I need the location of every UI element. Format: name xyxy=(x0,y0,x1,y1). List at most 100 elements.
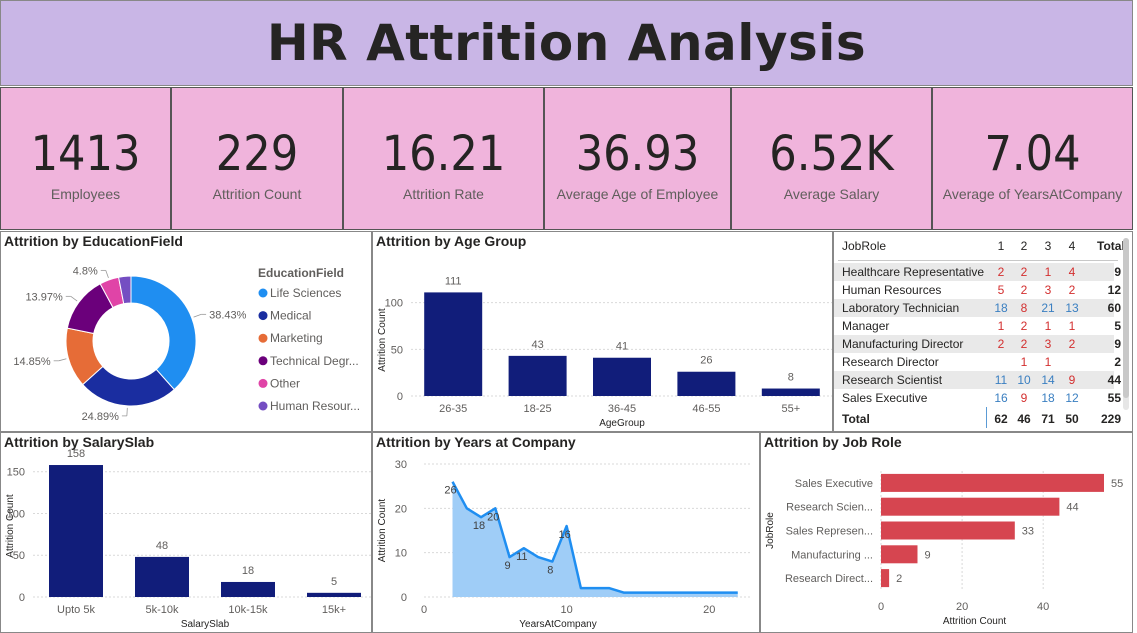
matrix-header-row[interactable]: JobRole 1 2 3 4 Total xyxy=(834,237,1125,255)
matrix-cell: 2 xyxy=(997,265,1005,279)
bar-value-label: 48 xyxy=(156,540,168,552)
jobrole-matrix-table[interactable]: JobRole 1 2 3 4 Total Healthcare Representativ… xyxy=(834,232,1132,431)
bar xyxy=(881,473,1104,492)
kpi-card-attrition-count: 229 Attrition Count xyxy=(171,87,343,230)
matrix-row-label: Research Director xyxy=(842,355,939,369)
matrix-row[interactable]: Research Director 1 1 2 xyxy=(834,353,1121,371)
bar-value-label: 44 xyxy=(1066,502,1078,514)
leader-line xyxy=(193,313,202,318)
salary-slab-chart-panel[interactable]: Attrition by SalarySlab 0 50 100 150 158 Upto… xyxy=(0,432,372,633)
matrix-scrollbar-thumb[interactable] xyxy=(1123,238,1129,398)
kpi-value: 6.52K xyxy=(769,126,894,182)
kpi-card-employees: 1413 Employees xyxy=(0,87,171,230)
y-tick-label: 30 xyxy=(395,459,407,471)
salary-slab-bar-chart[interactable]: 0 50 100 150 158 Upto 5k 48 5k-10k 18 10k-15k 5 15k… xyxy=(1,433,372,633)
bar-value-label: 43 xyxy=(531,339,543,351)
chart-title: Attrition by Years at Company xyxy=(376,434,576,450)
jobrole-matrix-panel[interactable]: JobRole 1 2 3 4 Total Healthcare Representativ… xyxy=(833,231,1133,432)
kpi-value: 36.93 xyxy=(575,126,700,182)
matrix-cell: 2 xyxy=(1020,319,1028,333)
bar-value-label: 18 xyxy=(242,565,254,577)
matrix-row[interactable]: Sales Executive 16 9 18 12 55 xyxy=(834,389,1121,407)
matrix-row[interactable]: Manager 1 2 1 1 5 xyxy=(834,317,1121,335)
matrix-cell: 18 xyxy=(994,301,1008,315)
matrix-cell: 3 xyxy=(1044,239,1052,253)
matrix-cell: 4 xyxy=(1068,265,1076,279)
bar-value-label: 111 xyxy=(445,275,462,287)
bar-value-label: 5 xyxy=(331,576,337,588)
matrix-cell: 62 xyxy=(994,412,1008,426)
x-tick-label: Upto 5k xyxy=(57,604,95,616)
legend-marker xyxy=(258,356,268,366)
matrix-cell: 5 xyxy=(1114,319,1121,333)
y-tick-label: Sales Represen... xyxy=(786,526,873,538)
bar-value-label: 33 xyxy=(1022,526,1034,538)
y-tick-label: 100 xyxy=(7,508,25,520)
matrix-row[interactable]: Laboratory Technician 18 8 21 13 60 xyxy=(834,299,1121,317)
education-donut-chart[interactable]: 38.43% 24.89% 14.85% 13.97% 4.8% EducationFie… xyxy=(1,232,372,432)
legend-item: Life Sciences xyxy=(270,286,341,300)
x-axis-title: Attrition Count xyxy=(943,616,1007,627)
matrix-cell: 1 xyxy=(997,319,1005,333)
age-group-bar-chart[interactable]: 05010011126-354318-254136-452646-55855+A… xyxy=(373,232,833,432)
matrix-cell: 71 xyxy=(1041,412,1055,426)
bar-value-label: 9 xyxy=(924,549,930,561)
x-axis-title: YearsAtCompany xyxy=(519,619,596,630)
bar xyxy=(221,581,275,597)
y-tick-label: 20 xyxy=(395,503,407,515)
donut-value-label: 38.43% xyxy=(209,309,247,321)
x-axis-title: SalarySlab xyxy=(181,619,230,630)
matrix-cell: 1 xyxy=(997,239,1005,253)
matrix-cell: 10 xyxy=(1017,373,1031,387)
matrix-row[interactable]: Manufacturing Director 2 2 3 2 9 xyxy=(834,335,1121,353)
matrix-cell: 16 xyxy=(994,391,1008,405)
y-tick-label: 100 xyxy=(385,298,403,310)
matrix-cell: 21 xyxy=(1041,301,1055,315)
kpi-label: Average Age of Employee xyxy=(556,186,719,202)
legend-marker xyxy=(258,401,268,411)
matrix-header-divider xyxy=(838,260,1118,261)
x-tick-label: 20 xyxy=(703,604,715,616)
matrix-cell: 3 xyxy=(1044,337,1052,351)
donut-slice xyxy=(130,275,197,391)
matrix-row[interactable]: Healthcare Representative 2 2 1 4 9 xyxy=(834,263,1121,281)
matrix-cell: Total xyxy=(1097,239,1125,253)
age-group-chart-panel[interactable]: Attrition by Age Group 0 50 100 111 26-35 43 1… xyxy=(372,231,833,432)
x-tick-label: 46-55 xyxy=(692,403,720,415)
kpi-card-average-age: 36.93 Average Age of Employee xyxy=(544,87,731,230)
matrix-row[interactable]: Human Resources 5 2 3 2 12 xyxy=(834,281,1121,299)
kpi-label: Average of YearsAtCompany xyxy=(942,186,1123,202)
x-tick-label: 10 xyxy=(560,604,572,616)
matrix-cell: 44 xyxy=(1107,373,1121,387)
legend-marker xyxy=(258,378,268,388)
x-tick-label: 0 xyxy=(421,604,427,616)
matrix-cell: 1 xyxy=(1044,355,1052,369)
kpi-card-attrition-rate: 16.21 Attrition Rate xyxy=(343,87,544,230)
years-at-company-chart-panel[interactable]: Attrition by Years at Company 0 10 20 30 0 10… xyxy=(372,432,760,633)
matrix-cell: 46 xyxy=(1017,412,1031,426)
y-tick-label: Manufacturing ... xyxy=(791,549,873,561)
matrix-cell: 50 xyxy=(1065,412,1079,426)
education-field-chart-panel[interactable]: Attrition by EducationField 38.43% 24.89%… xyxy=(0,231,372,432)
matrix-scrollbar[interactable] xyxy=(1123,238,1129,410)
matrix-row-label: Human Resources xyxy=(842,283,942,297)
area-fill xyxy=(452,481,738,597)
y-tick-label: Sales Executive xyxy=(795,478,873,490)
matrix-cell: 1 xyxy=(1044,265,1052,279)
matrix-row-label: Sales Executive xyxy=(842,391,928,405)
job-role-chart-panel[interactable]: Attrition by Job Role 0 20 40 55 Sales Execu… xyxy=(760,432,1133,633)
legend-item: Human Resour... xyxy=(270,399,360,413)
matrix-row-label: Manager xyxy=(842,319,890,333)
y-tick-label: 50 xyxy=(391,344,403,356)
data-label: 26 xyxy=(444,485,456,497)
matrix-cell: 9 xyxy=(1114,337,1121,351)
bar xyxy=(881,521,1015,540)
area-line xyxy=(451,481,738,594)
matrix-row[interactable]: Research Scientist 11 10 14 9 44 xyxy=(834,371,1121,389)
matrix-cell: 2 xyxy=(1068,337,1076,351)
matrix-cell: 12 xyxy=(1107,283,1121,297)
matrix-total-row[interactable]: Total 62 46 71 50 229 xyxy=(834,410,1121,428)
job-role-bar-chart[interactable]: 0 20 40 55 Sales Executive 44 Research Scien..… xyxy=(761,433,1133,633)
bar-value-label: 2 xyxy=(896,573,902,585)
